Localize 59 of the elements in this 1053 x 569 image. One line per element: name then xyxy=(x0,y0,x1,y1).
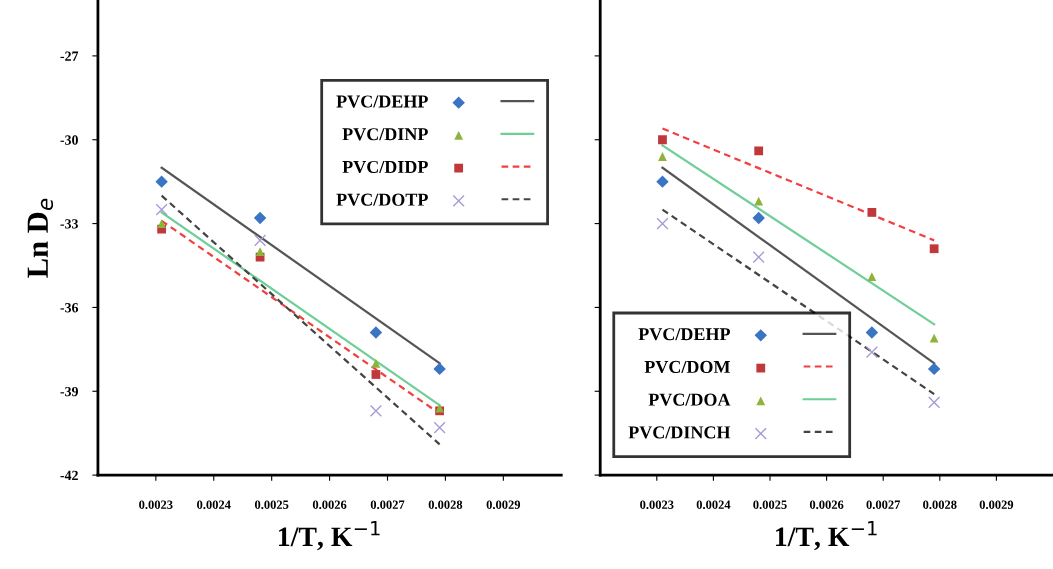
point xyxy=(929,244,939,254)
legend-label: PVC/DEHP xyxy=(638,328,731,341)
point xyxy=(433,421,446,434)
x-tick-label: 0.0026 xyxy=(809,500,844,509)
point xyxy=(865,346,878,359)
point xyxy=(754,196,764,206)
point xyxy=(371,358,381,368)
legend-label: PVC/DOM xyxy=(644,360,730,374)
point xyxy=(155,175,168,188)
legend-label: PVC/DOTP xyxy=(336,193,428,206)
x-tick-label: 0.0024 xyxy=(696,500,731,509)
y-tick-label: -27 xyxy=(60,51,79,61)
point xyxy=(754,146,764,156)
x-tick-label: 0.0023 xyxy=(640,500,674,509)
point xyxy=(928,396,941,409)
point xyxy=(255,247,265,256)
x-axis-title: 1/T, K$^{−1}$ xyxy=(776,521,877,551)
point xyxy=(656,217,669,230)
point xyxy=(752,251,765,264)
legend-label: PVC/DEHP xyxy=(336,95,428,108)
point xyxy=(658,135,667,145)
x-axis-title: 1/T, K$^{−1}$ xyxy=(279,521,380,551)
y-tick-label: -30 xyxy=(60,135,78,145)
legend-label: PVC/DIDP xyxy=(342,160,428,174)
y-tick-label: -39 xyxy=(60,386,78,397)
y-tick-label: -36 xyxy=(60,303,79,313)
point xyxy=(658,152,667,161)
point xyxy=(254,234,267,247)
x-tick-label: 0.0026 xyxy=(312,500,347,509)
legend-label: PVC/DOA xyxy=(648,393,731,406)
point xyxy=(752,211,765,225)
legend-label: PVC/DINCH xyxy=(628,426,731,439)
point xyxy=(157,219,167,228)
x-tick-label: 0.0025 xyxy=(753,500,787,509)
y-axis-title: Ln D$_{e}$ xyxy=(27,198,54,278)
point xyxy=(927,362,941,376)
point xyxy=(865,326,879,339)
x-tick-label: 0.0024 xyxy=(197,500,231,509)
legend-label: PVC/DINP xyxy=(342,128,428,141)
x-tick-label: 0.0023 xyxy=(139,500,173,509)
x-tick-label: 0.0029 xyxy=(486,500,521,509)
x-tick-label: 0.0029 xyxy=(979,500,1014,509)
point xyxy=(369,326,383,339)
x-tick-label: 0.0027 xyxy=(370,500,405,509)
point xyxy=(867,272,877,282)
point xyxy=(929,333,939,343)
x-tick-label: 0.0027 xyxy=(866,500,901,509)
y-tick-label: -33 xyxy=(60,219,79,229)
x-tick-label: 0.0028 xyxy=(923,500,957,509)
x-tick-label: 0.0028 xyxy=(428,500,463,509)
point xyxy=(656,175,669,188)
point xyxy=(369,404,382,417)
point xyxy=(867,208,877,217)
x-tick-label: 0.0025 xyxy=(254,500,289,509)
point xyxy=(433,362,446,376)
point xyxy=(371,370,381,379)
y-tick-label: -42 xyxy=(60,470,78,480)
point xyxy=(253,211,267,225)
point xyxy=(155,203,168,216)
